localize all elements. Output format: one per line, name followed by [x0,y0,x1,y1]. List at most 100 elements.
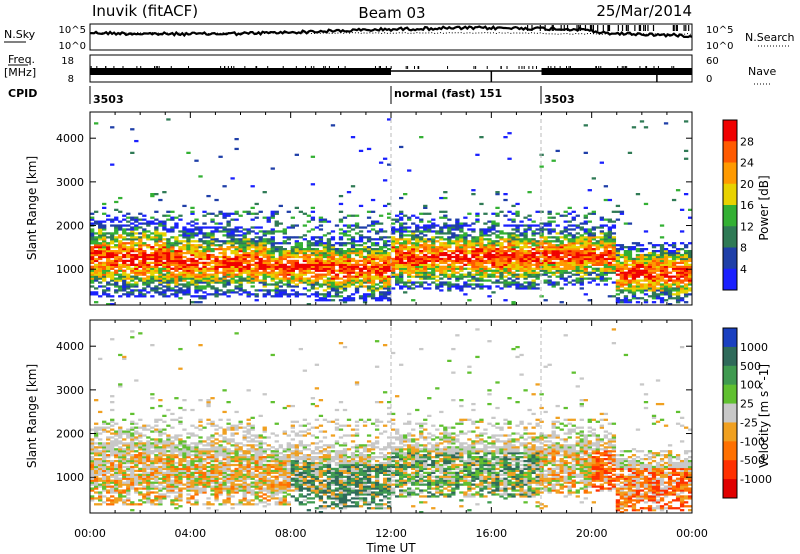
heatmap-cell [190,244,195,247]
heatmap-cell [170,261,175,265]
heatmap-cell [579,253,584,257]
heatmap-cell [222,263,227,266]
heatmap-cell [647,295,653,298]
heatmap-cell [663,269,669,272]
heatmap-cell [659,263,665,266]
heatmap-cell [302,212,308,215]
heatmap-cell [382,285,388,288]
heatmap-cell [110,263,115,266]
heatmap-cell [583,230,588,233]
heatmap-cell [571,261,576,265]
heatmap-cell [491,269,496,272]
heatmap-cell [298,251,303,255]
heatmap-cell [106,499,111,502]
heatmap-cell [487,255,492,259]
heatmap-cell [162,246,167,249]
heatmap-cell [178,287,183,290]
heatmap-cell [222,277,227,280]
heatmap-cell [282,277,287,280]
heatmap-cell [174,244,179,247]
heatmap-cell [575,226,580,229]
heatmap-cell [591,236,596,239]
heatmap-cell [102,246,107,249]
heatmap-cell [186,151,191,154]
heatmap-cell [118,428,123,431]
heatmap-cell [202,210,207,213]
heatmap-cell [519,283,524,286]
heatmap-cell [246,230,251,233]
heatmap-cell [679,289,685,292]
heatmap-cell [142,242,147,245]
heatmap-cell [479,261,484,265]
heatmap-cell [154,465,159,469]
heatmap-cell [154,469,159,473]
heatmap-cell [354,287,360,290]
heatmap-cell [675,251,681,255]
heatmap-cell [535,224,540,227]
heatmap-cell [294,273,299,276]
heatmap-cell [106,436,111,439]
heatmap-cell [467,267,472,270]
heatmap-cell [162,267,167,270]
heatmap-cell [591,177,596,180]
heatmap-cell [118,224,123,227]
heatmap-cell [214,214,219,217]
heatmap-cell [419,218,424,221]
heatmap-cell [274,210,279,213]
heatmap-cell [246,242,251,245]
heatmap-cell [627,249,633,253]
heatmap-cell [575,269,580,272]
heatmap-cell [382,283,388,286]
heatmap-cell [386,202,392,206]
heatmap-cell [106,242,111,245]
heatmap-cell [447,285,452,288]
heatmap-cell [543,224,548,227]
heatmap-cell [531,253,536,257]
heatmap-cell [110,395,115,398]
heatmap-cell [246,291,251,294]
heatmap-cell [154,499,159,502]
heatmap-cell [647,279,653,282]
heatmap-cell [539,251,544,255]
heatmap-cell [146,222,151,225]
heatmap-cell [623,279,629,282]
heatmap-cell [447,238,452,241]
heatmap-cell [370,251,376,255]
heatmap-cell [603,185,609,188]
heatmap-cell [158,224,163,227]
velocity-heatmap [90,328,693,514]
heatmap-cell [98,244,103,247]
heatmap-cell [262,246,267,249]
heatmap-cell [326,271,332,274]
heatmap-cell [258,253,263,257]
nave-label: Nave [748,65,776,78]
heatmap-cell [346,263,352,266]
heatmap-cell [515,285,520,288]
heatmap-cell [443,273,448,276]
heatmap-cell [258,281,263,284]
heatmap-cell [411,263,416,266]
heatmap-cell [258,246,263,249]
heatmap-cell [354,214,360,217]
heatmap-cell [599,242,604,245]
heatmap-cell [222,261,227,265]
heatmap-cell [238,259,243,263]
heatmap-cell [262,285,267,288]
heatmap-cell [655,265,661,268]
heatmap-cell [378,253,384,257]
heatmap-cell [439,273,444,276]
heatmap-cell [186,222,191,225]
heatmap-cell [102,456,107,459]
heatmap-cell [395,242,400,245]
heatmap-cell [230,281,235,284]
heatmap-cell [663,242,669,245]
heatmap-cell [374,289,380,292]
heatmap-cell [539,153,544,156]
heatmap-cell [134,503,139,506]
heatmap-cell [266,249,271,253]
heatmap-cell [250,257,255,261]
heatmap-cell [186,265,191,268]
heatmap-cell [407,287,412,290]
heatmap-cell [110,408,115,412]
heatmap-cell [415,263,420,266]
